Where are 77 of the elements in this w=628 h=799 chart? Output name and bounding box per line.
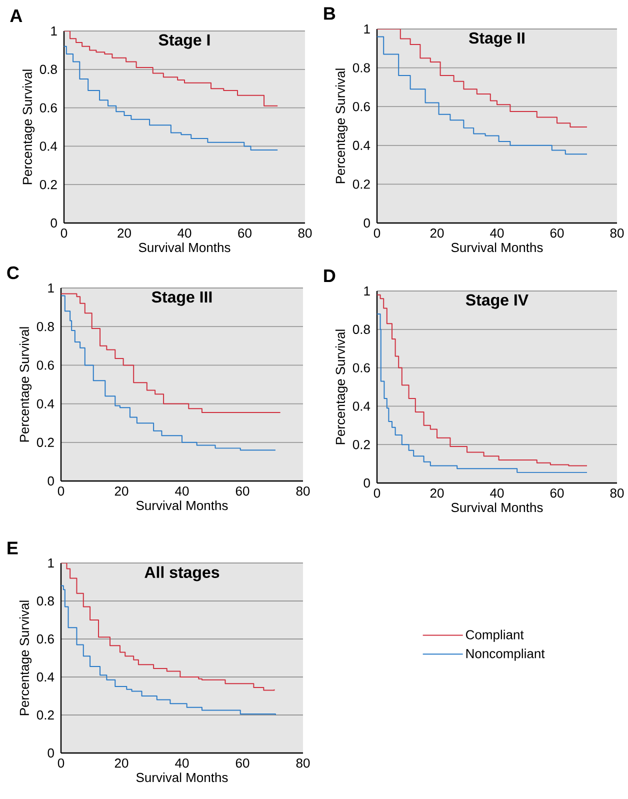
x-tick-label: 60 [236,758,250,768]
y-tick-label: 1 [364,286,370,296]
y-tick-label: 1 [48,558,54,568]
chart-title: Stage II [469,32,525,47]
x-tick-label: 0 [374,228,380,238]
text: B [324,7,336,20]
y-tick-label: 0.8 [37,322,54,332]
y-tick-label: 0.8 [37,596,54,606]
y-tick-label: 0.6 [353,363,370,372]
x-tick-label: 40 [178,228,192,238]
x-tick-label: 0 [61,228,68,238]
text: D [324,270,336,282]
x-tick-label: 40 [175,486,189,496]
chart-title: Stage I [158,34,210,49]
chart-title: Stage IV [466,294,529,309]
text: E [8,542,18,554]
x-tick-label: 80 [296,758,310,768]
text: A [10,10,22,22]
y-axis-title: Percentage Survival [336,68,348,184]
x-tick-label: 20 [115,486,128,496]
x-axis-title: Survival Months [452,502,543,512]
x-tick-label: 80 [298,228,312,238]
legend-label: Noncompliant [466,648,545,661]
y-axis-title: Percentage Survival [22,70,35,184]
y-tick-label: 0.6 [40,103,58,112]
y-tick-label: 0.6 [37,634,54,644]
y-tick-label: 0.6 [353,102,370,112]
y-tick-label: 1 [364,24,370,34]
y-tick-label: 0.2 [37,710,54,720]
x-tick-label: 20 [430,228,444,238]
y-axis-title: Percentage Survival [20,600,32,716]
y-tick-label: 0.4 [37,672,54,682]
y-tick-label: 0.4 [37,399,54,408]
chart-title: All stages [144,566,220,582]
x-tick-label: 40 [490,488,504,498]
y-tick-label: 0.2 [37,438,54,447]
x-axis-title: Survival Months [139,242,230,252]
x-tick-label: 40 [490,228,504,238]
y-tick-label: 0.8 [40,64,58,74]
x-tick-label: 80 [610,488,624,498]
x-tick-label: 80 [296,486,310,496]
y-axis-title: Percentage Survival [20,327,32,442]
x-tick-label: 20 [115,758,128,768]
x-tick-label: 0 [374,488,380,498]
x-tick-label: 20 [118,228,132,238]
x-axis-title: Survival Months [136,500,228,510]
x-tick-label: 60 [550,228,564,238]
chart-title: Stage III [152,291,212,306]
text: C [7,266,20,280]
y-tick-label: 0 [51,218,58,228]
x-tick-label: 20 [430,488,444,498]
y-tick-label: 0.8 [353,324,370,334]
y-tick-label: 0.8 [353,63,370,72]
y-tick-label: 0 [364,218,370,228]
y-tick-label: 0 [48,476,54,486]
x-tick-label: 0 [58,758,64,768]
legend-label: Compliant [466,630,524,642]
y-tick-label: 0 [48,748,54,758]
x-tick-label: 0 [58,486,64,496]
x-axis-title: Survival Months [452,242,543,252]
y-tick-label: 1 [51,26,58,36]
x-tick-label: 60 [238,228,252,238]
x-tick-label: 80 [610,228,624,238]
x-tick-label: 60 [236,486,250,496]
y-tick-label: 0.4 [40,142,58,151]
y-axis-title: Percentage Survival [336,330,348,444]
y-tick-label: 1 [48,284,54,292]
y-tick-label: 0 [364,478,370,488]
y-tick-label: 0.4 [353,402,370,411]
y-tick-label: 0.6 [37,360,54,370]
y-tick-label: 0.4 [353,140,370,150]
x-tick-label: 40 [175,758,189,768]
y-tick-label: 0.2 [353,440,370,450]
x-tick-label: 60 [550,488,564,498]
y-tick-label: 0.2 [353,180,370,189]
y-tick-label: 0.2 [40,180,58,190]
x-axis-title: Survival Months [136,772,228,782]
